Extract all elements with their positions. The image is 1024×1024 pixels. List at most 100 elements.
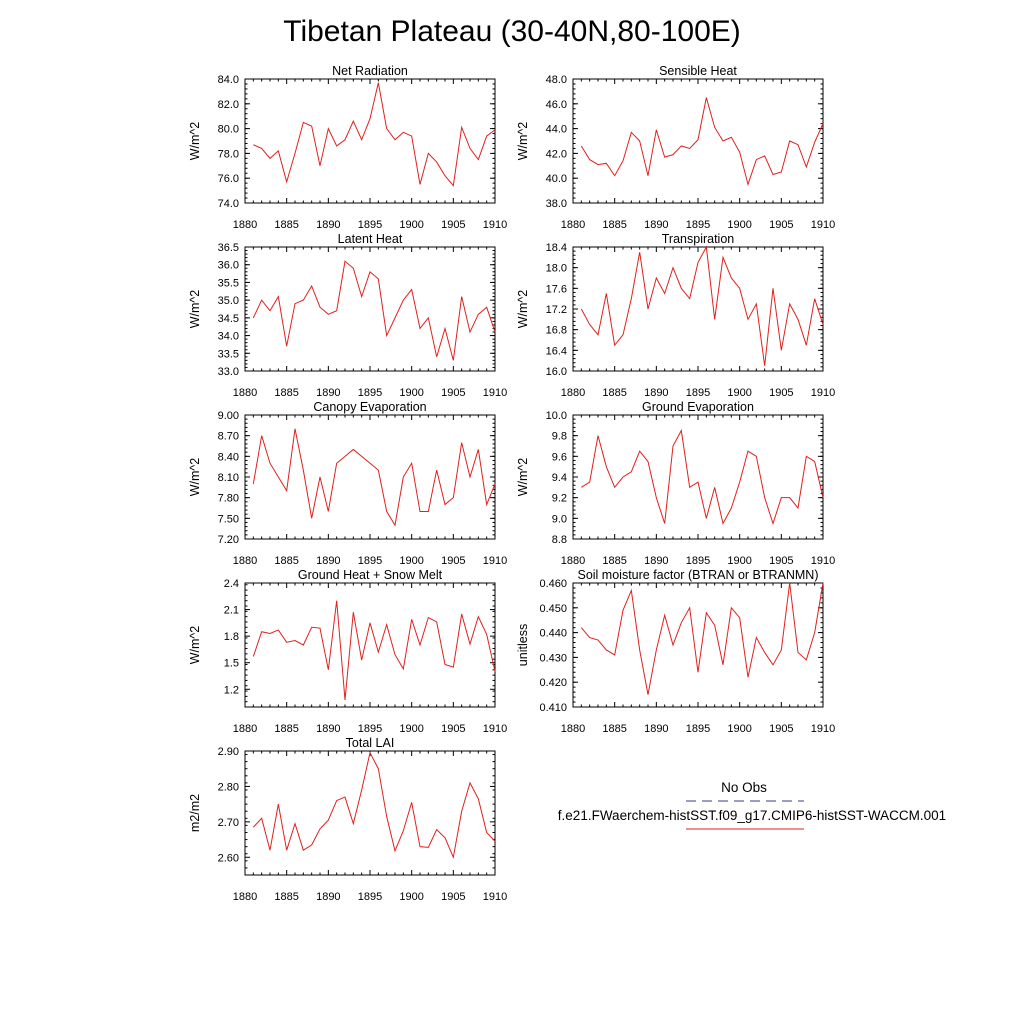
y-tick-label: 18.0 [546, 263, 567, 275]
y-tick-label: 48.0 [546, 74, 567, 86]
x-tick-label: 1885 [602, 723, 626, 735]
y-axis-label: m2/m2 [188, 794, 202, 832]
y-tick-label: 2.60 [218, 852, 239, 864]
x-tick-label: 1885 [602, 387, 626, 399]
x-tick-label: 1880 [233, 555, 257, 567]
chart-panel: Net Radiation W/m^2 1880 1885 1890 1895 1900 19… [188, 64, 507, 231]
y-tick-label: 76.0 [218, 173, 239, 185]
x-tick-label: 1890 [316, 723, 340, 735]
chart-panel: Ground Evaporation W/m^2 1880 1885 1890 1895 1… [516, 400, 835, 567]
y-tick-label: 16.8 [546, 325, 567, 337]
x-tick-label: 1905 [769, 219, 793, 231]
panel-title: Latent Heat [338, 232, 403, 246]
x-tick-label: 1885 [602, 555, 626, 567]
x-tick-label: 1905 [769, 723, 793, 735]
y-tick-label: 8.40 [218, 451, 239, 463]
x-tick-label: 1910 [811, 723, 835, 735]
y-tick-label: 1.8 [224, 631, 239, 643]
y-tick-label: 9.0 [552, 513, 567, 525]
x-tick-label: 1880 [561, 387, 585, 399]
y-tick-label: 34.0 [218, 331, 239, 343]
y-tick-label: 78.0 [218, 148, 239, 160]
y-tick-label: 40.0 [546, 173, 567, 185]
x-tick-label: 1910 [811, 219, 835, 231]
y-tick-label: 34.5 [218, 313, 239, 325]
y-tick-label: 0.430 [539, 652, 567, 664]
x-tick-label: 1895 [686, 219, 710, 231]
x-tick-label: 1910 [483, 891, 507, 903]
y-tick-label: 9.6 [552, 451, 567, 463]
x-tick-label: 1885 [274, 387, 298, 399]
x-tick-label: 1910 [483, 387, 507, 399]
x-tick-label: 1890 [316, 387, 340, 399]
x-tick-label: 1885 [274, 219, 298, 231]
x-tick-label: 1900 [399, 891, 423, 903]
y-tick-label: 0.460 [539, 578, 567, 590]
x-tick-label: 1895 [358, 555, 382, 567]
plot-frame [244, 246, 496, 372]
panel-title: Ground Evaporation [642, 400, 754, 414]
x-tick-label: 1890 [644, 555, 668, 567]
y-tick-label: 9.00 [218, 410, 239, 422]
x-tick-label: 1900 [399, 219, 423, 231]
legend: No Obs f.e21.FWaerchem-histSST.f09_g17.C… [558, 780, 946, 830]
x-tick-label: 1880 [561, 723, 585, 735]
y-tick-label: 9.8 [552, 431, 567, 443]
chart-panel: Total LAI m2/m2 1880 1885 1890 1895 1900 1905 19… [188, 736, 507, 903]
chart-panel: Sensible Heat W/m^2 1880 1885 1890 1895 1900 19… [516, 64, 835, 231]
chart-panel: Transpiration W/m^2 1880 1885 1890 1895 1900 19… [516, 232, 835, 399]
y-axis-label: W/m^2 [516, 122, 530, 161]
x-tick-label: 1910 [811, 555, 835, 567]
chart-panel: Soil moisture factor (BTRAN or BTRANMN) u… [516, 568, 835, 735]
series-line [252, 751, 496, 860]
chart-panel: Latent Heat W/m^2 1880 1885 1890 1895 1900 1905… [188, 232, 507, 399]
y-tick-label: 35.0 [218, 295, 239, 307]
y-tick-label: 17.2 [546, 304, 567, 316]
panel-title: Total LAI [346, 736, 395, 750]
panel-title: Ground Heat + Snow Melt [298, 568, 443, 582]
y-axis-label: W/m^2 [188, 290, 202, 329]
y-tick-label: 2.1 [224, 605, 239, 617]
x-tick-label: 1895 [358, 387, 382, 399]
y-tick-label: 38.0 [546, 198, 567, 210]
x-tick-label: 1890 [316, 555, 340, 567]
y-tick-label: 46.0 [546, 99, 567, 111]
x-tick-label: 1880 [233, 387, 257, 399]
chart-panel: Canopy Evaporation W/m^2 1880 1885 1890 1895 1… [188, 400, 507, 567]
y-tick-label: 9.4 [552, 472, 567, 484]
x-tick-label: 1900 [399, 387, 423, 399]
x-tick-label: 1895 [686, 387, 710, 399]
x-tick-label: 1910 [811, 387, 835, 399]
panel-title: Transpiration [662, 232, 735, 246]
x-tick-label: 1910 [483, 723, 507, 735]
x-tick-label: 1880 [233, 723, 257, 735]
y-axis-label: W/m^2 [188, 122, 202, 161]
plot-frame [244, 414, 496, 540]
y-tick-label: 16.4 [546, 345, 567, 357]
y-axis-label: W/m^2 [516, 458, 530, 497]
y-tick-label: 82.0 [218, 99, 239, 111]
x-tick-label: 1900 [727, 555, 751, 567]
panels-group: Net Radiation W/m^2 1880 1885 1890 1895 1900 19… [188, 64, 835, 903]
series-line [252, 260, 496, 361]
plot-frame [244, 582, 496, 708]
y-tick-label: 1.2 [224, 684, 239, 696]
y-tick-label: 1.5 [224, 658, 239, 670]
y-tick-label: 2.80 [218, 781, 239, 793]
x-tick-label: 1900 [399, 555, 423, 567]
x-tick-label: 1890 [644, 387, 668, 399]
series-line [252, 600, 496, 700]
x-tick-label: 1900 [399, 723, 423, 735]
plot-frame [572, 582, 824, 708]
y-tick-label: 10.0 [546, 410, 567, 422]
legend-model-label: f.e21.FWaerchem-histSST.f09_g17.CMIP6-hi… [558, 808, 946, 823]
y-tick-label: 35.5 [218, 277, 239, 289]
y-axis-label: unitless [516, 624, 530, 666]
y-tick-label: 84.0 [218, 74, 239, 86]
y-tick-label: 18.4 [546, 242, 567, 254]
x-tick-label: 1905 [441, 555, 465, 567]
y-axis-label: W/m^2 [188, 458, 202, 497]
y-tick-label: 7.20 [218, 534, 239, 546]
x-tick-label: 1905 [441, 387, 465, 399]
